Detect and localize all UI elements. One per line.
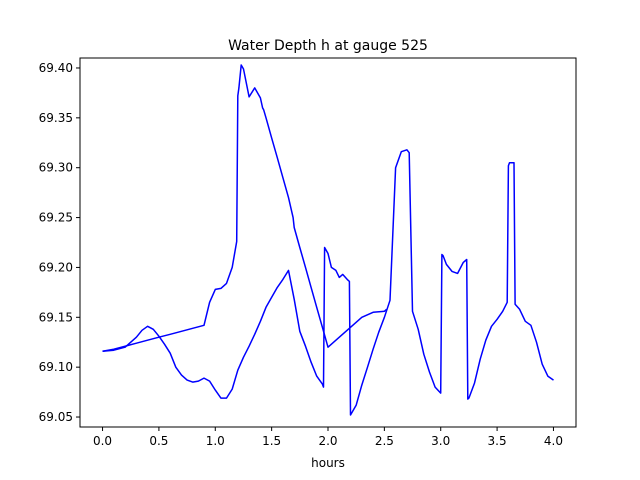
- x-tick-label: 2.5: [375, 434, 394, 448]
- x-tick-label: 3.0: [431, 434, 450, 448]
- x-tick-label: 2.0: [318, 434, 337, 448]
- y-axis: 69.05 69.10 69.15 69.20 69.25 69.30 69.35 69.40: [39, 61, 80, 424]
- x-tick-label: 4.0: [544, 434, 563, 448]
- y-tick-label: 69.05: [39, 410, 73, 424]
- series-line-segment: [102, 149, 554, 416]
- y-tick-label: 69.35: [39, 111, 73, 125]
- y-tick-label: 69.25: [39, 211, 73, 225]
- plot-frame: [79, 57, 577, 428]
- x-tick-label: 3.5: [488, 434, 507, 448]
- y-tick-label: 69.10: [39, 360, 73, 374]
- x-tick-label: 0.0: [93, 434, 112, 448]
- y-tick-label: 69.30: [39, 161, 73, 175]
- series-line-segment: [102, 64, 388, 352]
- x-tick-label: 1.5: [262, 434, 281, 448]
- y-tick-label: 69.15: [39, 310, 73, 324]
- x-tick-label: 1.0: [206, 434, 225, 448]
- x-axis: 0.0 0.5 1.0 1.5 2.0 2.5 3.0 3.5 4.0: [93, 427, 563, 448]
- y-tick-label: 69.40: [39, 61, 73, 75]
- y-tick-label: 69.20: [39, 260, 73, 274]
- x-axis-label: hours: [311, 456, 345, 470]
- x-tick-label: 0.5: [149, 434, 168, 448]
- plot-area: [102, 64, 554, 416]
- chart-title: Water Depth h at gauge 525: [228, 38, 428, 54]
